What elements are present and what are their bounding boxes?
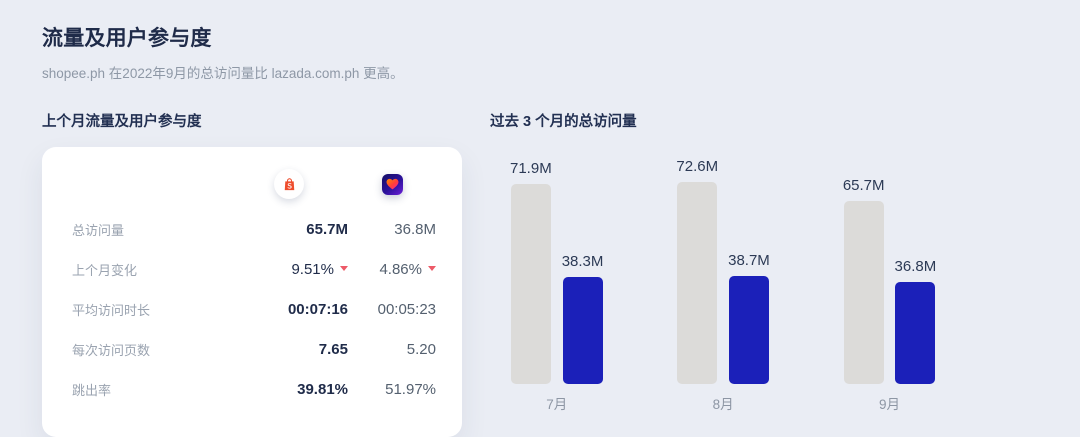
table-row-monthly-change: 上个月变化 9.51% 4.86%: [72, 249, 436, 289]
shopee-bounce-rate: 39.81%: [297, 380, 348, 398]
chart-section-title: 过去 3 个月的总访问量: [490, 114, 637, 130]
lazada-avg-duration: 00:05:23: [377, 300, 436, 318]
chart-group-august: 72.6M 38.7M 8月: [676, 158, 769, 413]
chart-group-september: 65.7M 36.8M 9月: [843, 177, 936, 413]
lazada-bar: [895, 282, 936, 384]
bar-value-label: 71.9M: [510, 160, 552, 177]
bar-value-label: 38.3M: [561, 253, 604, 270]
lazada-pages-per-visit: 5.20: [406, 340, 436, 358]
bar-value-label: 65.7M: [842, 177, 885, 194]
shopee-avg-duration: 00:07:16: [287, 300, 348, 318]
shopee-monthly-change: 9.51%: [230, 261, 348, 278]
lazada-bounce-rate: 51.97%: [385, 380, 436, 398]
site-icons-row: [72, 161, 436, 207]
month-label: 7月: [546, 397, 568, 412]
shopee-bar: [843, 201, 884, 384]
bar-value-label: 36.8M: [894, 258, 937, 275]
table-row-total-visits: 总访问量 65.7M 36.8M: [72, 209, 436, 249]
shopee-pages-per-visit: 7.65: [318, 340, 348, 358]
bar-value-label: 38.7M: [728, 252, 770, 269]
visits-chart-column: 过去 3 个月的总访问量 71.9M 38.3M 7月: [462, 110, 1038, 437]
row-label: 跳出率: [72, 382, 112, 398]
page-subtitle: shopee.ph 在2022年9月的总访问量比 lazada.com.ph 更…: [42, 66, 404, 81]
visits-bar-chart: 71.9M 38.3M 7月 72.6M: [490, 158, 1038, 413]
shopee-bar: [677, 182, 718, 384]
shopee-bar: [510, 184, 551, 384]
chart-group-july: 71.9M 38.3M 7月: [510, 160, 603, 413]
trend-down-icon: [428, 266, 436, 272]
lazada-monthly-change: 4.86%: [348, 261, 436, 278]
engagement-card: 总访问量 65.7M 36.8M 上个月变化 9.51% 4.86% 平: [42, 147, 462, 437]
page-title: 流量及用户参与度: [42, 27, 212, 50]
table-row-avg-duration: 平均访问时长 00:07:16 00:05:23: [72, 289, 436, 329]
shopee-total-visits: 65.7M: [306, 220, 348, 238]
lazada-bar: [728, 276, 769, 384]
row-label: 总访问量: [72, 222, 125, 238]
engagement-column: 上个月流量及用户参与度: [42, 110, 462, 437]
trend-down-icon: [340, 266, 348, 272]
month-label: 8月: [712, 397, 734, 412]
row-label: 上个月变化: [72, 262, 138, 278]
shopee-icon: [274, 169, 304, 199]
table-row-bounce-rate: 跳出率 39.81% 51.97%: [72, 369, 436, 409]
row-label: 平均访问时长: [72, 302, 151, 318]
lazada-total-visits: 36.8M: [394, 220, 436, 238]
month-label: 9月: [879, 397, 901, 412]
row-label: 每次访问页数: [72, 342, 151, 358]
lazada-icon: [381, 173, 403, 195]
lazada-bar: [562, 277, 603, 384]
engagement-section-title: 上个月流量及用户参与度: [42, 114, 202, 130]
bar-value-label: 72.6M: [676, 158, 719, 175]
table-row-pages-per-visit: 每次访问页数 7.65 5.20: [72, 329, 436, 369]
